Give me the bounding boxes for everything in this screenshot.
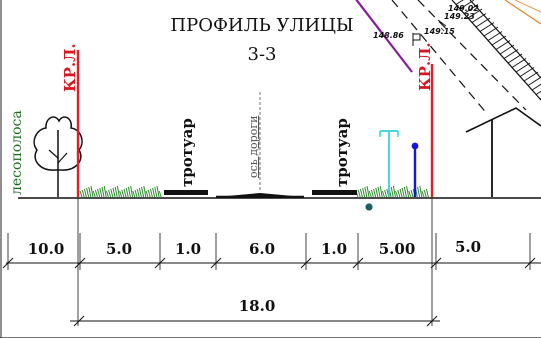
sidewalk-right [312,190,357,195]
dimension-sidewalk-right: 1.0 [321,240,347,258]
blue-post-icon [411,142,419,197]
street-lamp-icon [379,130,399,197]
sidewalk-right-label: тротуар [333,118,351,187]
elevation-mark-1: 149.02 [448,4,479,13]
sidewalk-left-label: тротуар [178,118,196,187]
grass-strip-right [355,185,429,198]
orange-contour-line [504,0,541,25]
manhole-dot-icon [365,203,373,211]
dimension-chain [2,198,541,326]
dashed-road-edge-2 [417,0,527,111]
dashed-road-edge-1 [391,0,489,116]
road-axis-label: ось дороги [247,116,260,178]
title-section-number: 3-3 [248,44,277,65]
elevation-mark-2: 149.23 [444,12,475,21]
title-main: ПРОФИЛЬ УЛИЦЫ [170,15,353,36]
dimension-green-right: 5.00 [379,240,416,258]
orange-contour-line-2 [514,0,541,13]
overall-dimension-line [70,315,440,327]
forest-strip-label: лесополоса [9,110,25,195]
sidewalk-left [164,190,208,195]
elevation-tick-icon [437,19,447,32]
hatched-embankment [451,0,541,101]
dimension-overall: 18.0 [239,297,276,315]
tree-icon [33,116,83,197]
elevation-mark-3: 148.86 [373,31,404,40]
elevation-mark-4: 149.15 [424,27,455,36]
dimension-forest-strip: 10.0 [28,240,65,258]
house-roof-icon [465,107,541,197]
purple-boundary-line [355,0,413,73]
red-line-left-label: КР.Л. [61,43,79,92]
grass-strip-left [79,185,162,198]
dimension-beyond-red-line: 5.0 [455,238,481,256]
dimension-carriageway: 6.0 [249,240,275,258]
elevation-flag-icon [412,33,421,46]
dimension-green-left: 5.0 [106,240,132,258]
dimension-sidewalk-left: 1.0 [175,240,201,258]
red-line-right-label: КР.Л. [416,42,434,91]
